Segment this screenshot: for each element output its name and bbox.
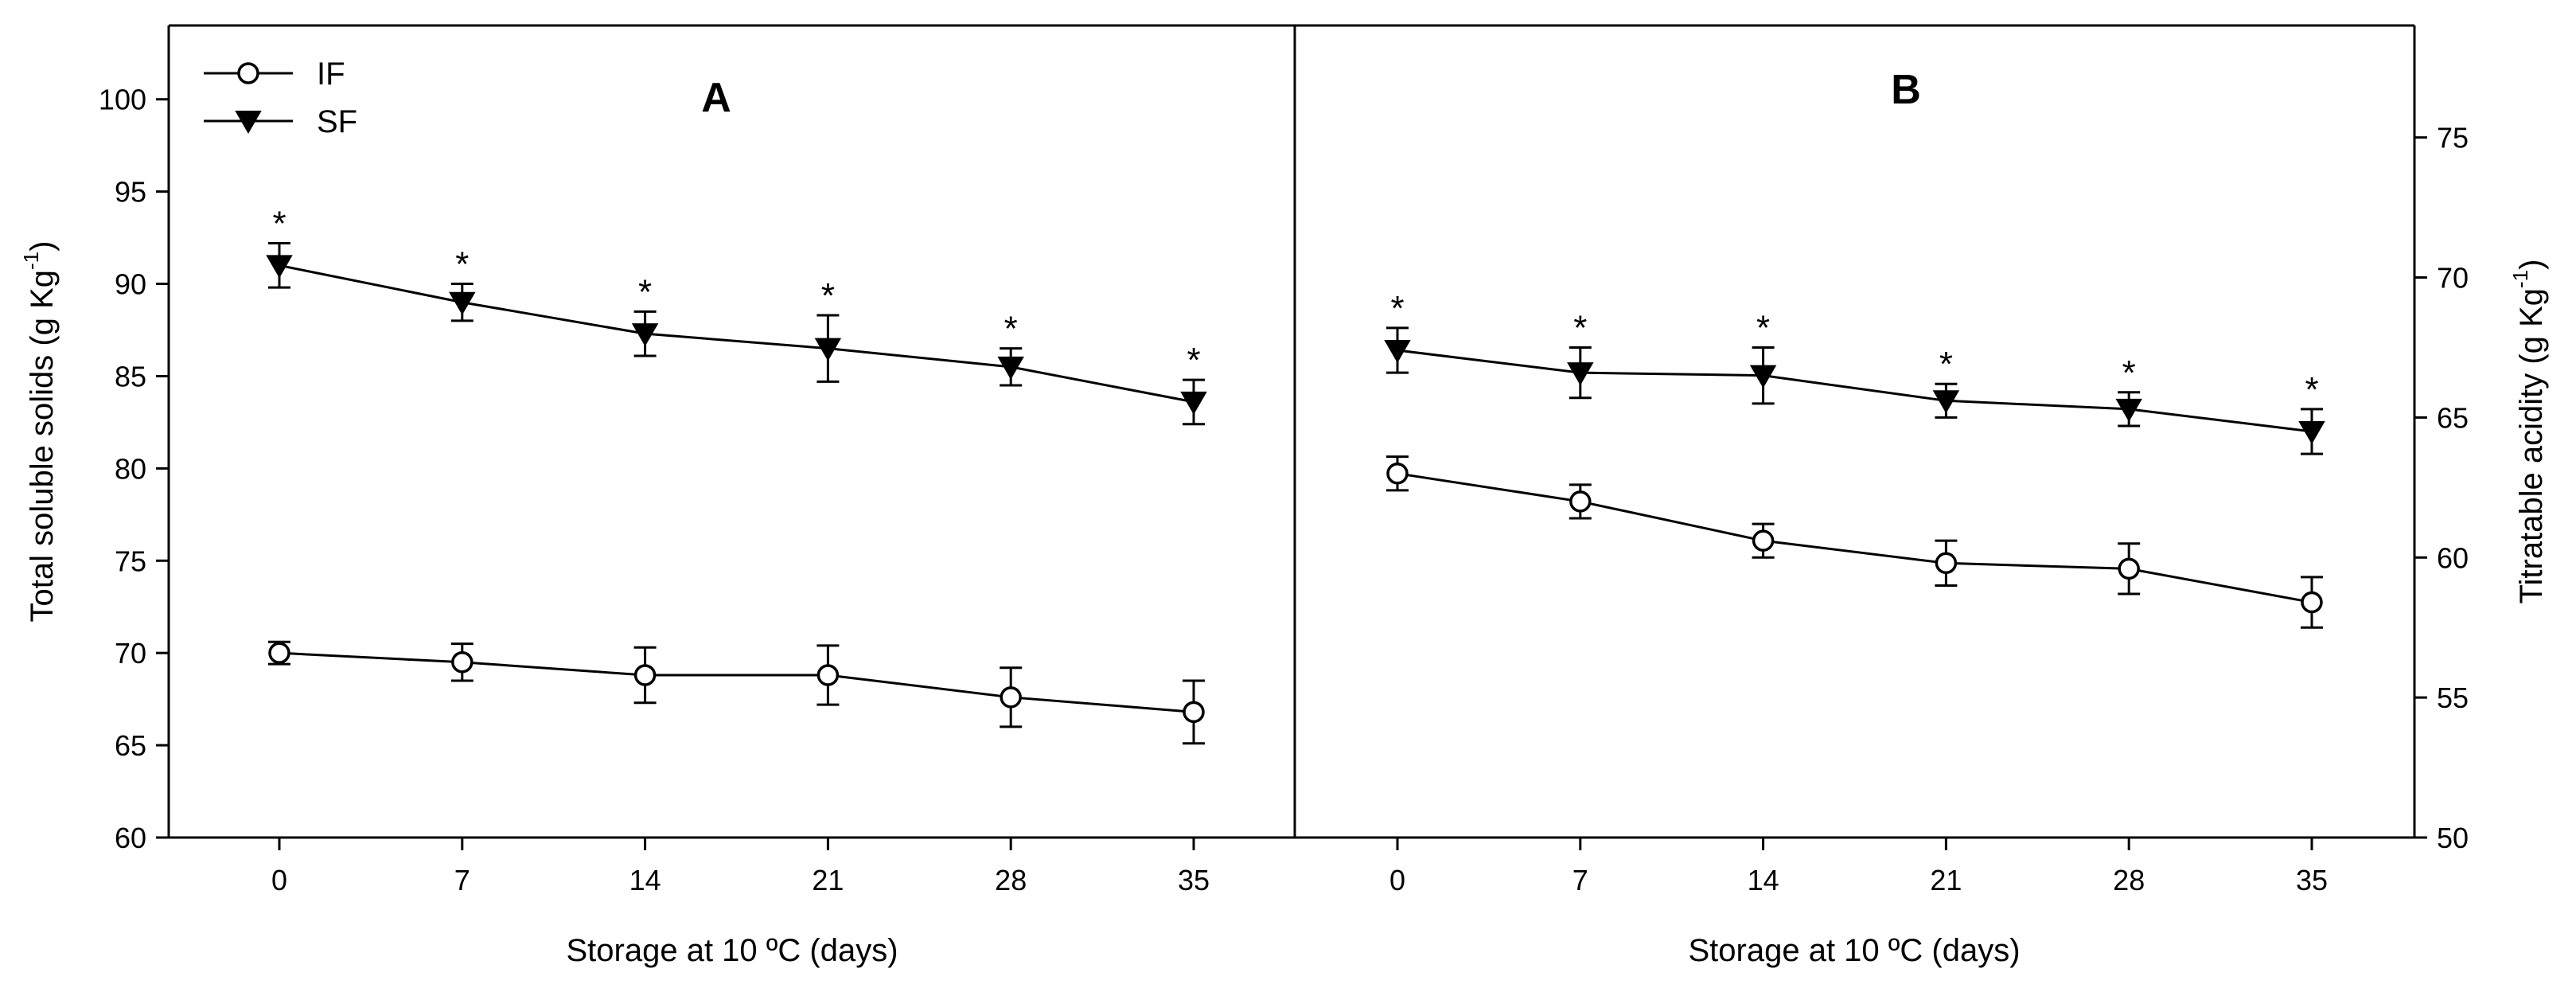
panel-b-x-tick-label: 14 xyxy=(1748,864,1779,896)
panel-a-y-tick-label: 60 xyxy=(115,822,146,854)
panel-b-if-point xyxy=(2301,591,2323,614)
panel-b-sf-line xyxy=(1397,349,2313,433)
panel-a-if-point xyxy=(816,664,840,686)
panel-a-if-point xyxy=(451,651,474,674)
panel-a-sf-point xyxy=(266,255,293,279)
panel-a-sf-point xyxy=(997,356,1024,380)
panel-b-sf-point xyxy=(1932,390,1960,414)
panel-a-x-tick-label: 0 xyxy=(271,864,287,896)
panel-a-y-tick-label: 100 xyxy=(99,84,146,116)
panel-a-sf-point xyxy=(631,323,659,347)
panel-a-x-tick-label: 21 xyxy=(812,864,844,896)
legend-sf-marker xyxy=(235,111,262,135)
panel-a-x-tick-label: 7 xyxy=(454,864,470,896)
legend: IF SF xyxy=(204,57,357,139)
panel-b-sf-significance-mark: * xyxy=(1756,308,1770,347)
panel-a-sf-significance-mark: * xyxy=(455,245,469,284)
panel-b-y-tick-label: 60 xyxy=(2437,541,2469,574)
panel-b-label: B xyxy=(1891,67,1921,113)
panel-b-axes: 0 7 14 21 28 35 50 55 60 65 70 75 xyxy=(1389,122,2469,896)
panel-b-sf-point xyxy=(2298,421,2325,445)
panel-a-sf-line xyxy=(279,264,1194,404)
panel-a-sf-significance-mark: * xyxy=(272,205,286,244)
panel-a-sf-point xyxy=(449,291,476,315)
panel-a-axes: 0 7 14 21 28 35 60 65 70 75 80 85 90 95 100 xyxy=(99,84,1210,896)
panel-b-x-tick-label: 35 xyxy=(2296,864,2328,896)
panel-b-sf-significance-mark: * xyxy=(2122,353,2136,392)
panel-b-sf-significance-mark: * xyxy=(2305,370,2318,409)
legend-if-label: IF xyxy=(317,57,345,92)
panel-b-x-tick-label: 28 xyxy=(2113,864,2145,896)
panel-b-y-tick-label: 65 xyxy=(2437,401,2469,434)
panel-a-if-point xyxy=(633,664,657,686)
panel-b-if-point xyxy=(1386,463,1409,485)
right-y-axis-title: Titratable acidity (g Kg-1) xyxy=(2508,260,2549,604)
legend-sf-label: SF xyxy=(317,104,357,139)
panel-b-y-tick-label: 75 xyxy=(2437,122,2469,154)
panel-a-sf-significance-mark: * xyxy=(1004,310,1018,349)
panel-b-data: * * * * * * xyxy=(1384,289,2325,629)
panel-b-sf-point xyxy=(1384,340,1411,364)
panel-a-if-point xyxy=(268,642,290,664)
panel-b-if-point xyxy=(1569,490,1592,513)
panel-a-x-tick-label: 35 xyxy=(1178,864,1210,896)
panel-b-if-line xyxy=(1397,472,2313,604)
panel-a-x-axis-title: Storage at 10 ºC (days) xyxy=(566,933,898,968)
panel-b-x-tick-label: 7 xyxy=(1572,864,1588,896)
panel-b-x-tick-label: 21 xyxy=(1930,864,1962,896)
panel-b-sf-point xyxy=(1749,365,1777,389)
panel-a-data: * * * * * * xyxy=(266,205,1207,745)
panel-a-y-tick-label: 80 xyxy=(115,452,146,485)
panel-a-x-tick-label: 14 xyxy=(629,864,661,896)
plot-frame xyxy=(167,24,2416,839)
panel-a-if-point xyxy=(1183,701,1205,724)
panel-b-y-tick-label: 70 xyxy=(2437,262,2469,295)
panel-b-x-tick-label: 0 xyxy=(1389,864,1405,896)
panel-b-y-tick-label: 50 xyxy=(2437,822,2469,854)
panel-b-x-axis-title: Storage at 10 ºC (days) xyxy=(1688,933,2020,968)
legend-if-marker xyxy=(237,62,259,84)
panel-b-sf-point xyxy=(1567,362,1594,386)
panel-a-if-line xyxy=(279,651,1194,713)
panel-a-y-tick-label: 65 xyxy=(115,729,146,762)
panel-a-label: A xyxy=(701,75,731,121)
panel-a-sf-point xyxy=(1180,391,1207,415)
panel-a-y-tick-label: 85 xyxy=(115,360,146,392)
left-y-axis-title-sup: -1 xyxy=(19,252,43,270)
right-y-axis-title-sup: -1 xyxy=(2508,270,2532,288)
panel-b-if-point xyxy=(1935,552,1958,575)
panel-b-sf-point xyxy=(2115,398,2142,422)
panel-a-y-tick-label: 90 xyxy=(115,268,146,301)
panel-a-y-tick-label: 75 xyxy=(115,545,146,577)
panel-b-sf-significance-mark: * xyxy=(1573,308,1587,347)
left-y-axis-title: Total soluble solids (g Kg-1) xyxy=(19,241,60,623)
panel-b-if-point xyxy=(1752,529,1775,552)
panel-a-sf-point xyxy=(814,338,842,361)
panel-a-sf-significance-mark: * xyxy=(1187,341,1200,380)
panel-a-sf-significance-mark: * xyxy=(638,272,652,311)
panel-a-if-point xyxy=(1000,686,1022,709)
panel-b-if-point xyxy=(2118,557,2140,580)
panel-a-y-tick-label: 70 xyxy=(115,637,146,670)
panel-a-y-tick-label: 95 xyxy=(115,176,146,209)
panel-b-sf-significance-mark: * xyxy=(1939,345,1953,384)
panel-a-sf-significance-mark: * xyxy=(821,276,835,315)
panel-b-sf-significance-mark: * xyxy=(1390,289,1404,328)
panel-b-y-tick-label: 55 xyxy=(2437,681,2469,714)
panel-a-x-tick-label: 28 xyxy=(995,864,1027,896)
